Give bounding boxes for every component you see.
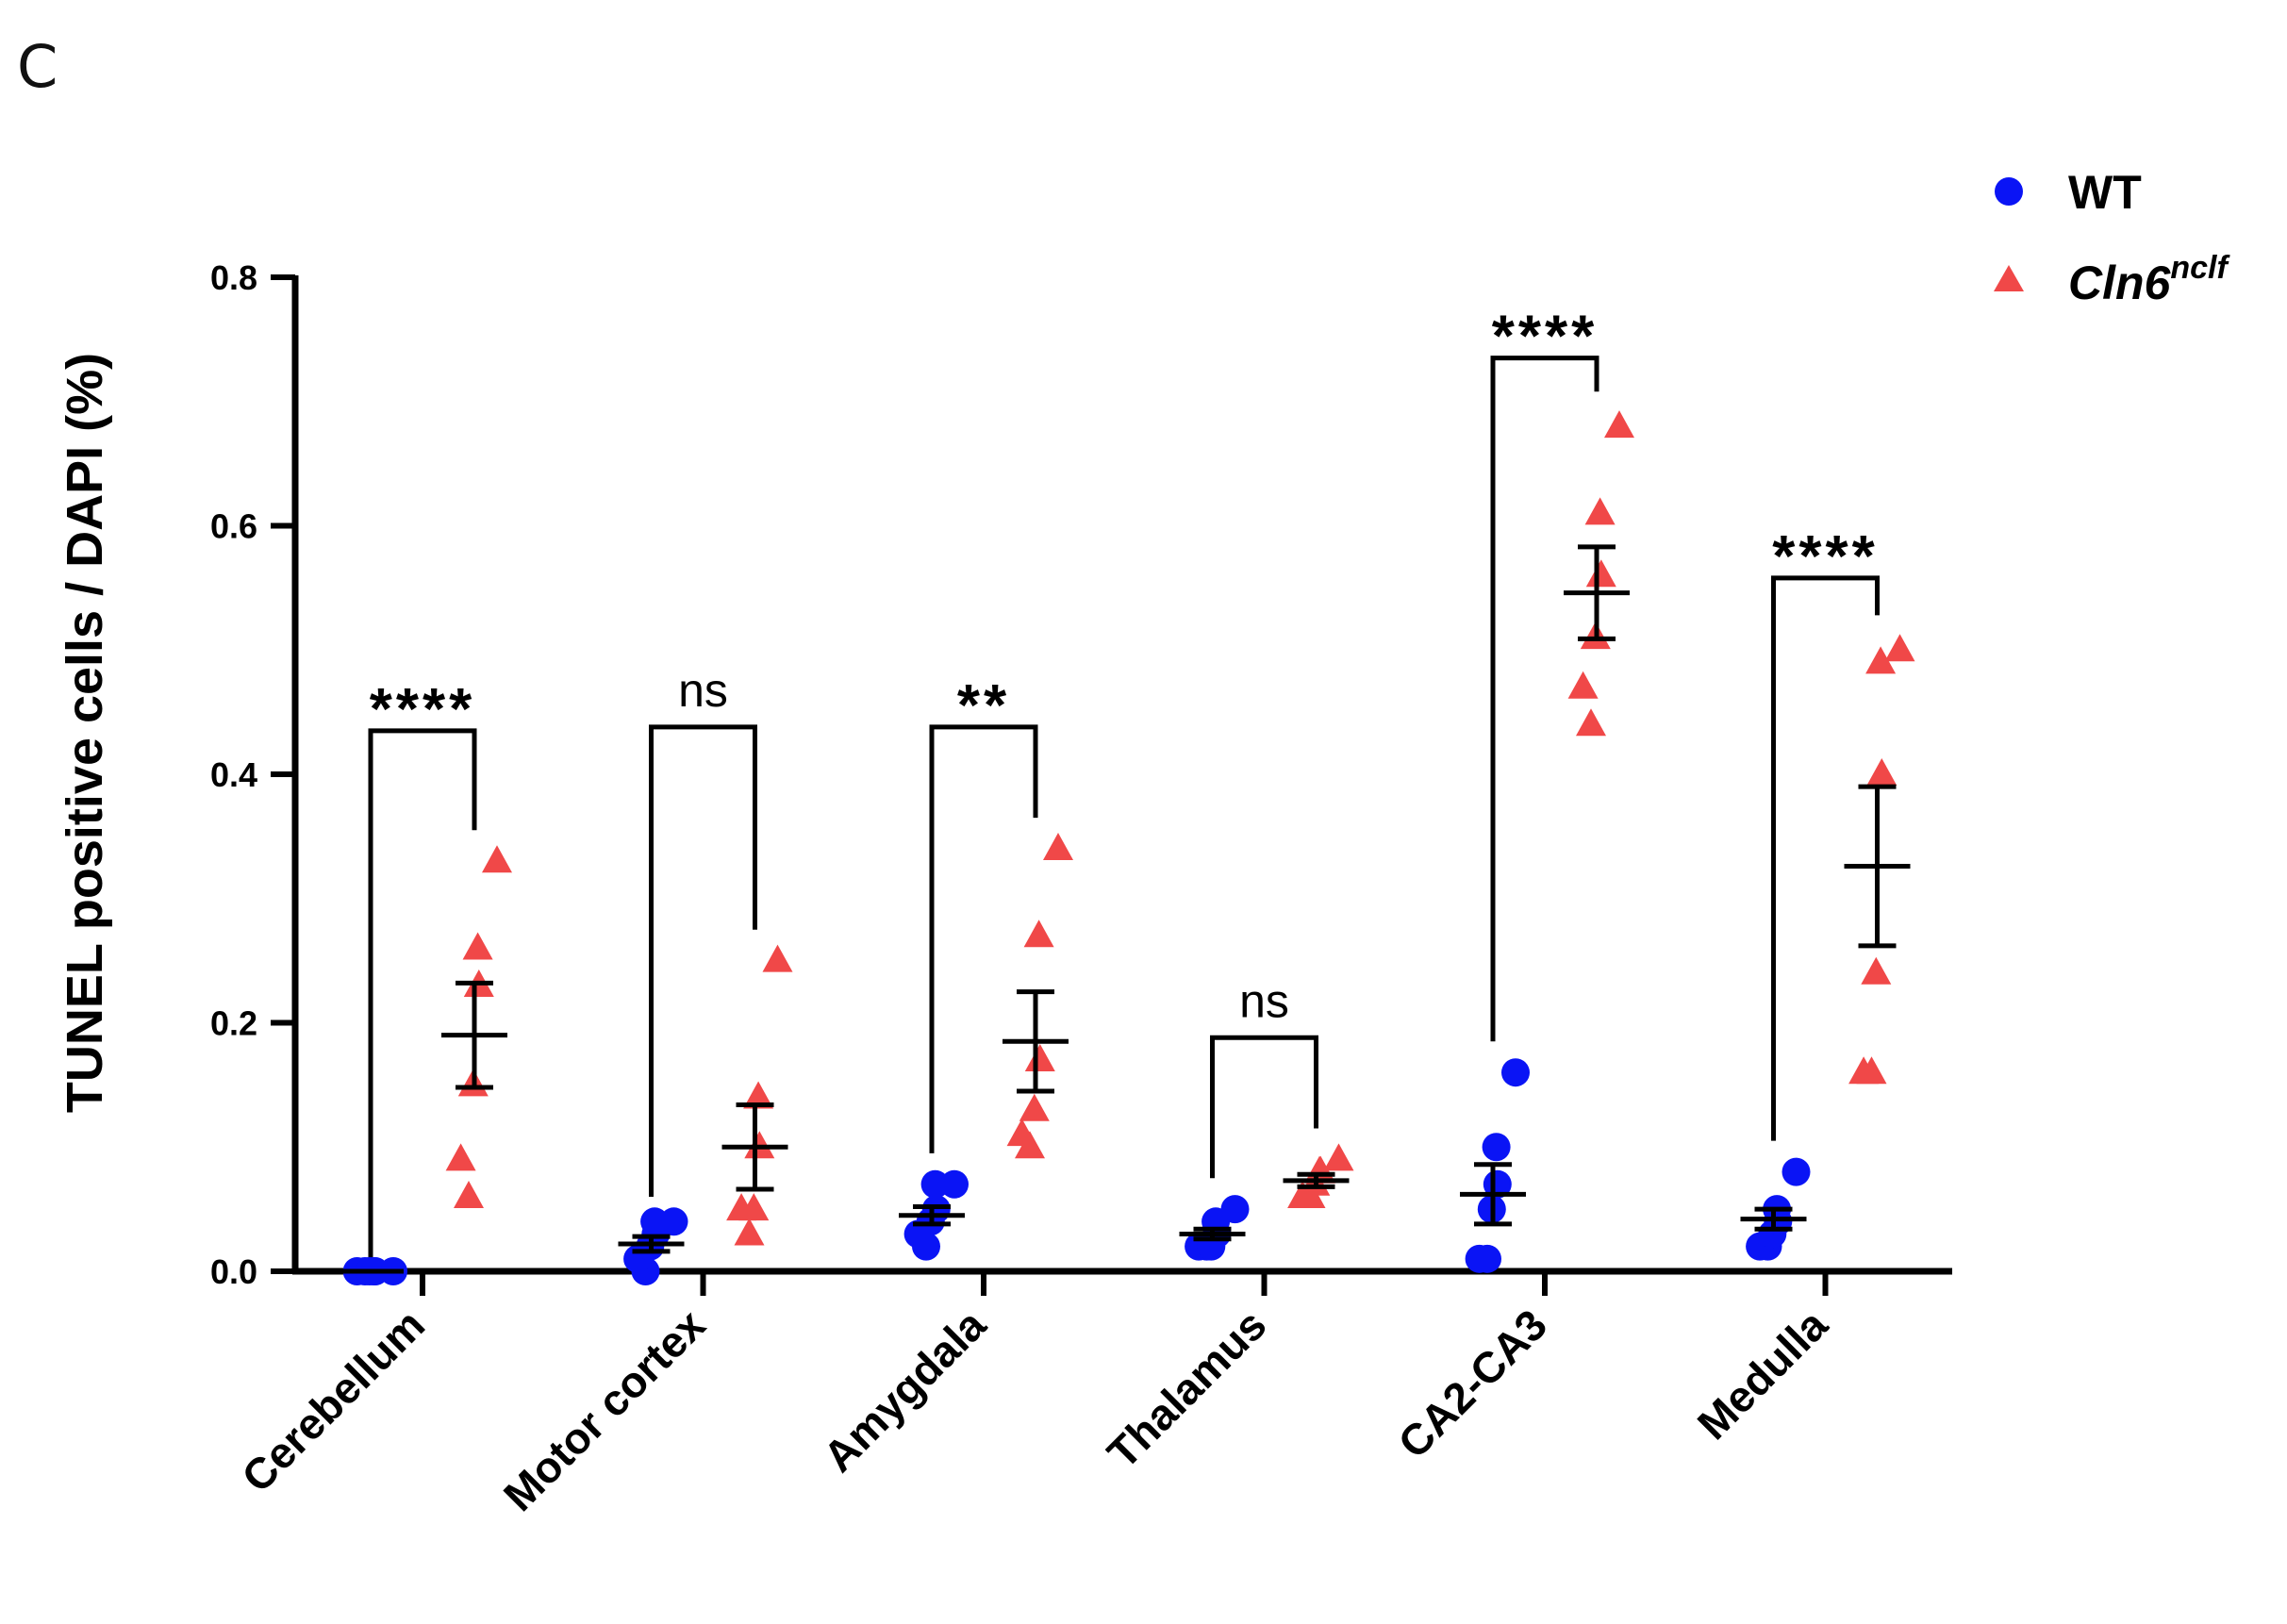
cln6-data-point — [1323, 1143, 1354, 1171]
cln6-data-point — [734, 1218, 765, 1246]
cln6-data-point — [1861, 956, 1892, 985]
significance-label: **** — [1772, 524, 1879, 589]
significance-bracket — [1490, 356, 1599, 1042]
y-tick-label: 0.6 — [210, 507, 257, 546]
x-category-label: Motor cortex — [494, 1300, 715, 1520]
cln6-data-point — [1006, 1119, 1037, 1147]
cln6-data-point — [1865, 646, 1897, 674]
wt-data-point — [1465, 1244, 1494, 1273]
significance-label: ns — [1239, 974, 1289, 1027]
legend-wt-marker — [1995, 177, 2023, 206]
cln6-data-point — [1884, 634, 1915, 662]
cln6-data-point — [454, 1180, 484, 1208]
y-axis-title: TUNEL positive cells / DAPI (%) — [57, 353, 113, 1113]
legend-cln6-label: Cln6nclf — [2068, 250, 2230, 309]
mean-sem-bars — [338, 544, 1911, 1274]
legend-cln6-superscript: nclf — [2170, 250, 2230, 286]
significance-label: **** — [370, 677, 476, 742]
significance-brackets: **** ns ** ns **** **** — [368, 305, 1880, 1271]
significance-label: **** — [1492, 305, 1599, 370]
cln6-data-point — [482, 845, 512, 873]
y-tick-label: 0.8 — [210, 258, 257, 297]
wt-data-point — [921, 1195, 951, 1224]
cln6-data-point — [1585, 559, 1616, 588]
legend-wt-label: WT — [2068, 166, 2142, 219]
x-category-labels: Cerebellum Motor cortex Amygdala Thalamus CA… — [232, 1271, 1837, 1520]
axes — [291, 275, 1952, 1275]
x-category-label: Cerebellum — [232, 1300, 434, 1501]
significance-bracket — [1210, 1035, 1318, 1179]
data-points — [342, 410, 1915, 1285]
cln6-data-point — [1023, 920, 1054, 948]
wt-data-point — [1501, 1058, 1530, 1087]
significance-bracket — [929, 724, 1038, 1153]
x-category-label: Thalamus — [1098, 1300, 1276, 1478]
cln6-data-point — [1043, 833, 1073, 861]
significance-label: ** — [957, 673, 1010, 738]
wt-data-point — [659, 1207, 688, 1236]
cln6-data-point — [743, 1081, 774, 1109]
cln6-data-point — [1567, 671, 1599, 699]
cln6-data-point — [738, 1193, 770, 1221]
cln6-data-point — [445, 1143, 476, 1171]
cln6-data-point — [1576, 708, 1606, 737]
y-tick-label: 0.0 — [210, 1252, 257, 1291]
cln6-data-point — [1019, 1093, 1050, 1121]
significance-bracket — [1771, 575, 1880, 1141]
panel-label: C — [17, 32, 58, 101]
wt-data-point — [1220, 1195, 1250, 1224]
y-ticks: 0.0 0.2 0.4 0.6 0.8 — [210, 258, 295, 1291]
cln6-data-point — [1604, 410, 1634, 439]
x-category-label: Amygdala — [814, 1300, 996, 1482]
legend-cln6-name: Cln6 — [2068, 257, 2172, 309]
wt-data-point — [1482, 1133, 1511, 1162]
wt-data-point — [1782, 1157, 1811, 1186]
legend: WT Cln6nclf — [1994, 166, 2230, 309]
significance-label: ns — [678, 664, 728, 717]
cln6-data-point — [462, 932, 493, 960]
significance-bracket — [368, 728, 477, 1271]
x-category-label: CA2-CA3 — [1388, 1300, 1556, 1467]
cln6-data-point — [1866, 758, 1898, 786]
y-tick-label: 0.2 — [210, 1004, 257, 1043]
y-tick-label: 0.4 — [210, 755, 257, 794]
cln6-data-point — [1848, 1056, 1880, 1085]
cln6-data-point — [762, 944, 793, 972]
wt-data-point — [1483, 1169, 1512, 1199]
significance-bracket — [649, 724, 757, 1197]
cln6-data-point — [1024, 1044, 1055, 1072]
legend-cln6-marker — [1994, 265, 2024, 291]
x-category-label: Medulla — [1688, 1300, 1837, 1449]
cln6-data-point — [1584, 497, 1616, 525]
wt-data-point — [940, 1169, 969, 1199]
